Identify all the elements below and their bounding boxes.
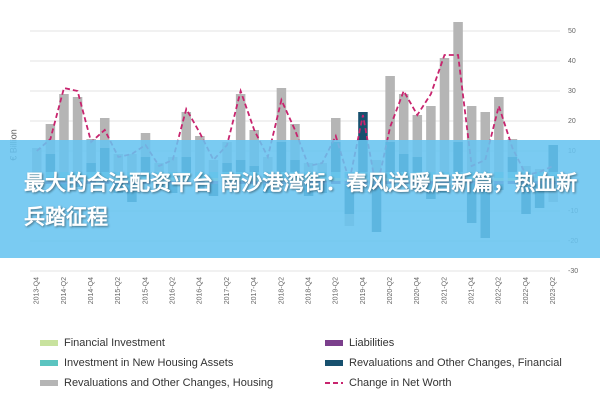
x-tick-label: 2013-Q4 [34,277,41,304]
banner: 最大的合法配资平台 南沙港湾街：春风送暖启新篇，热血新兵踏征程 [0,140,600,258]
legend-swatch [325,340,343,346]
legend-label: Revaluations and Other Changes, Housing [64,377,273,389]
bar-segment [276,88,287,142]
x-tick-label: 2017-Q2 [224,277,231,304]
x-tick-label: 2021-Q2 [441,277,448,304]
bar-segment [385,76,395,142]
x-tick-label: 2015-Q4 [142,277,149,304]
x-tick-label: 2018-Q2 [278,277,285,304]
legend-label: Change in Net Worth [349,377,452,389]
legend-swatch [40,340,58,346]
y-tick-label: 40 [568,58,576,65]
y-tick-label: 20 [568,118,576,125]
x-tick-label: 2014-Q2 [61,277,68,304]
x-tick-label: 2019-Q4 [360,277,367,304]
x-tick-label: 2018-Q4 [305,277,312,304]
bar-segment [99,118,110,148]
x-tick-label: 2015-Q2 [115,277,122,304]
x-tick-label: 2021-Q4 [469,277,476,304]
y-tick-label: -30 [568,268,578,275]
x-tick-label: 2022-Q4 [523,277,530,304]
bar-segment [181,112,192,157]
line [36,54,554,191]
x-tick-label: 2019-Q2 [333,277,340,304]
legend-swatch [40,360,58,366]
legend-label: Revaluations and Other Changes, Financia… [349,357,562,369]
legend-label: Liabilities [349,337,395,349]
bar-segment [398,94,409,154]
legend-swatch [325,360,343,366]
x-tick-label: 2020-Q4 [414,277,421,304]
legend-swatch [40,380,58,386]
banner-text: 最大的合法配资平台 南沙港湾街：春风送暖启新篇，热血新兵踏征程 [24,171,578,229]
y-tick-label: 30 [568,88,576,95]
legend-label: Financial Investment [64,337,165,349]
y-tick-label: 50 [568,28,576,35]
bar-segment [453,22,463,142]
x-tick-label: 2022-Q2 [496,277,503,304]
bar-segment [412,115,423,157]
x-tick-label: 2017-Q4 [251,277,258,304]
bar-segment [235,94,246,160]
x-tick-label: 2020-Q2 [387,277,394,304]
legend-label: Investment in New Housing Assets [64,357,234,369]
bar-segment [426,106,436,172]
bar-segment [72,97,83,172]
x-tick-label: 2023-Q2 [550,277,557,304]
x-tick-label: 2016-Q4 [197,277,204,304]
x-tick-label: 2014-Q4 [88,277,95,304]
bar-segment [494,97,504,172]
bar-segment [439,58,450,172]
bar-segment [59,94,69,172]
bar-segment [466,106,477,172]
x-tick-label: 2016-Q2 [170,277,177,304]
bar-segment [331,118,341,142]
